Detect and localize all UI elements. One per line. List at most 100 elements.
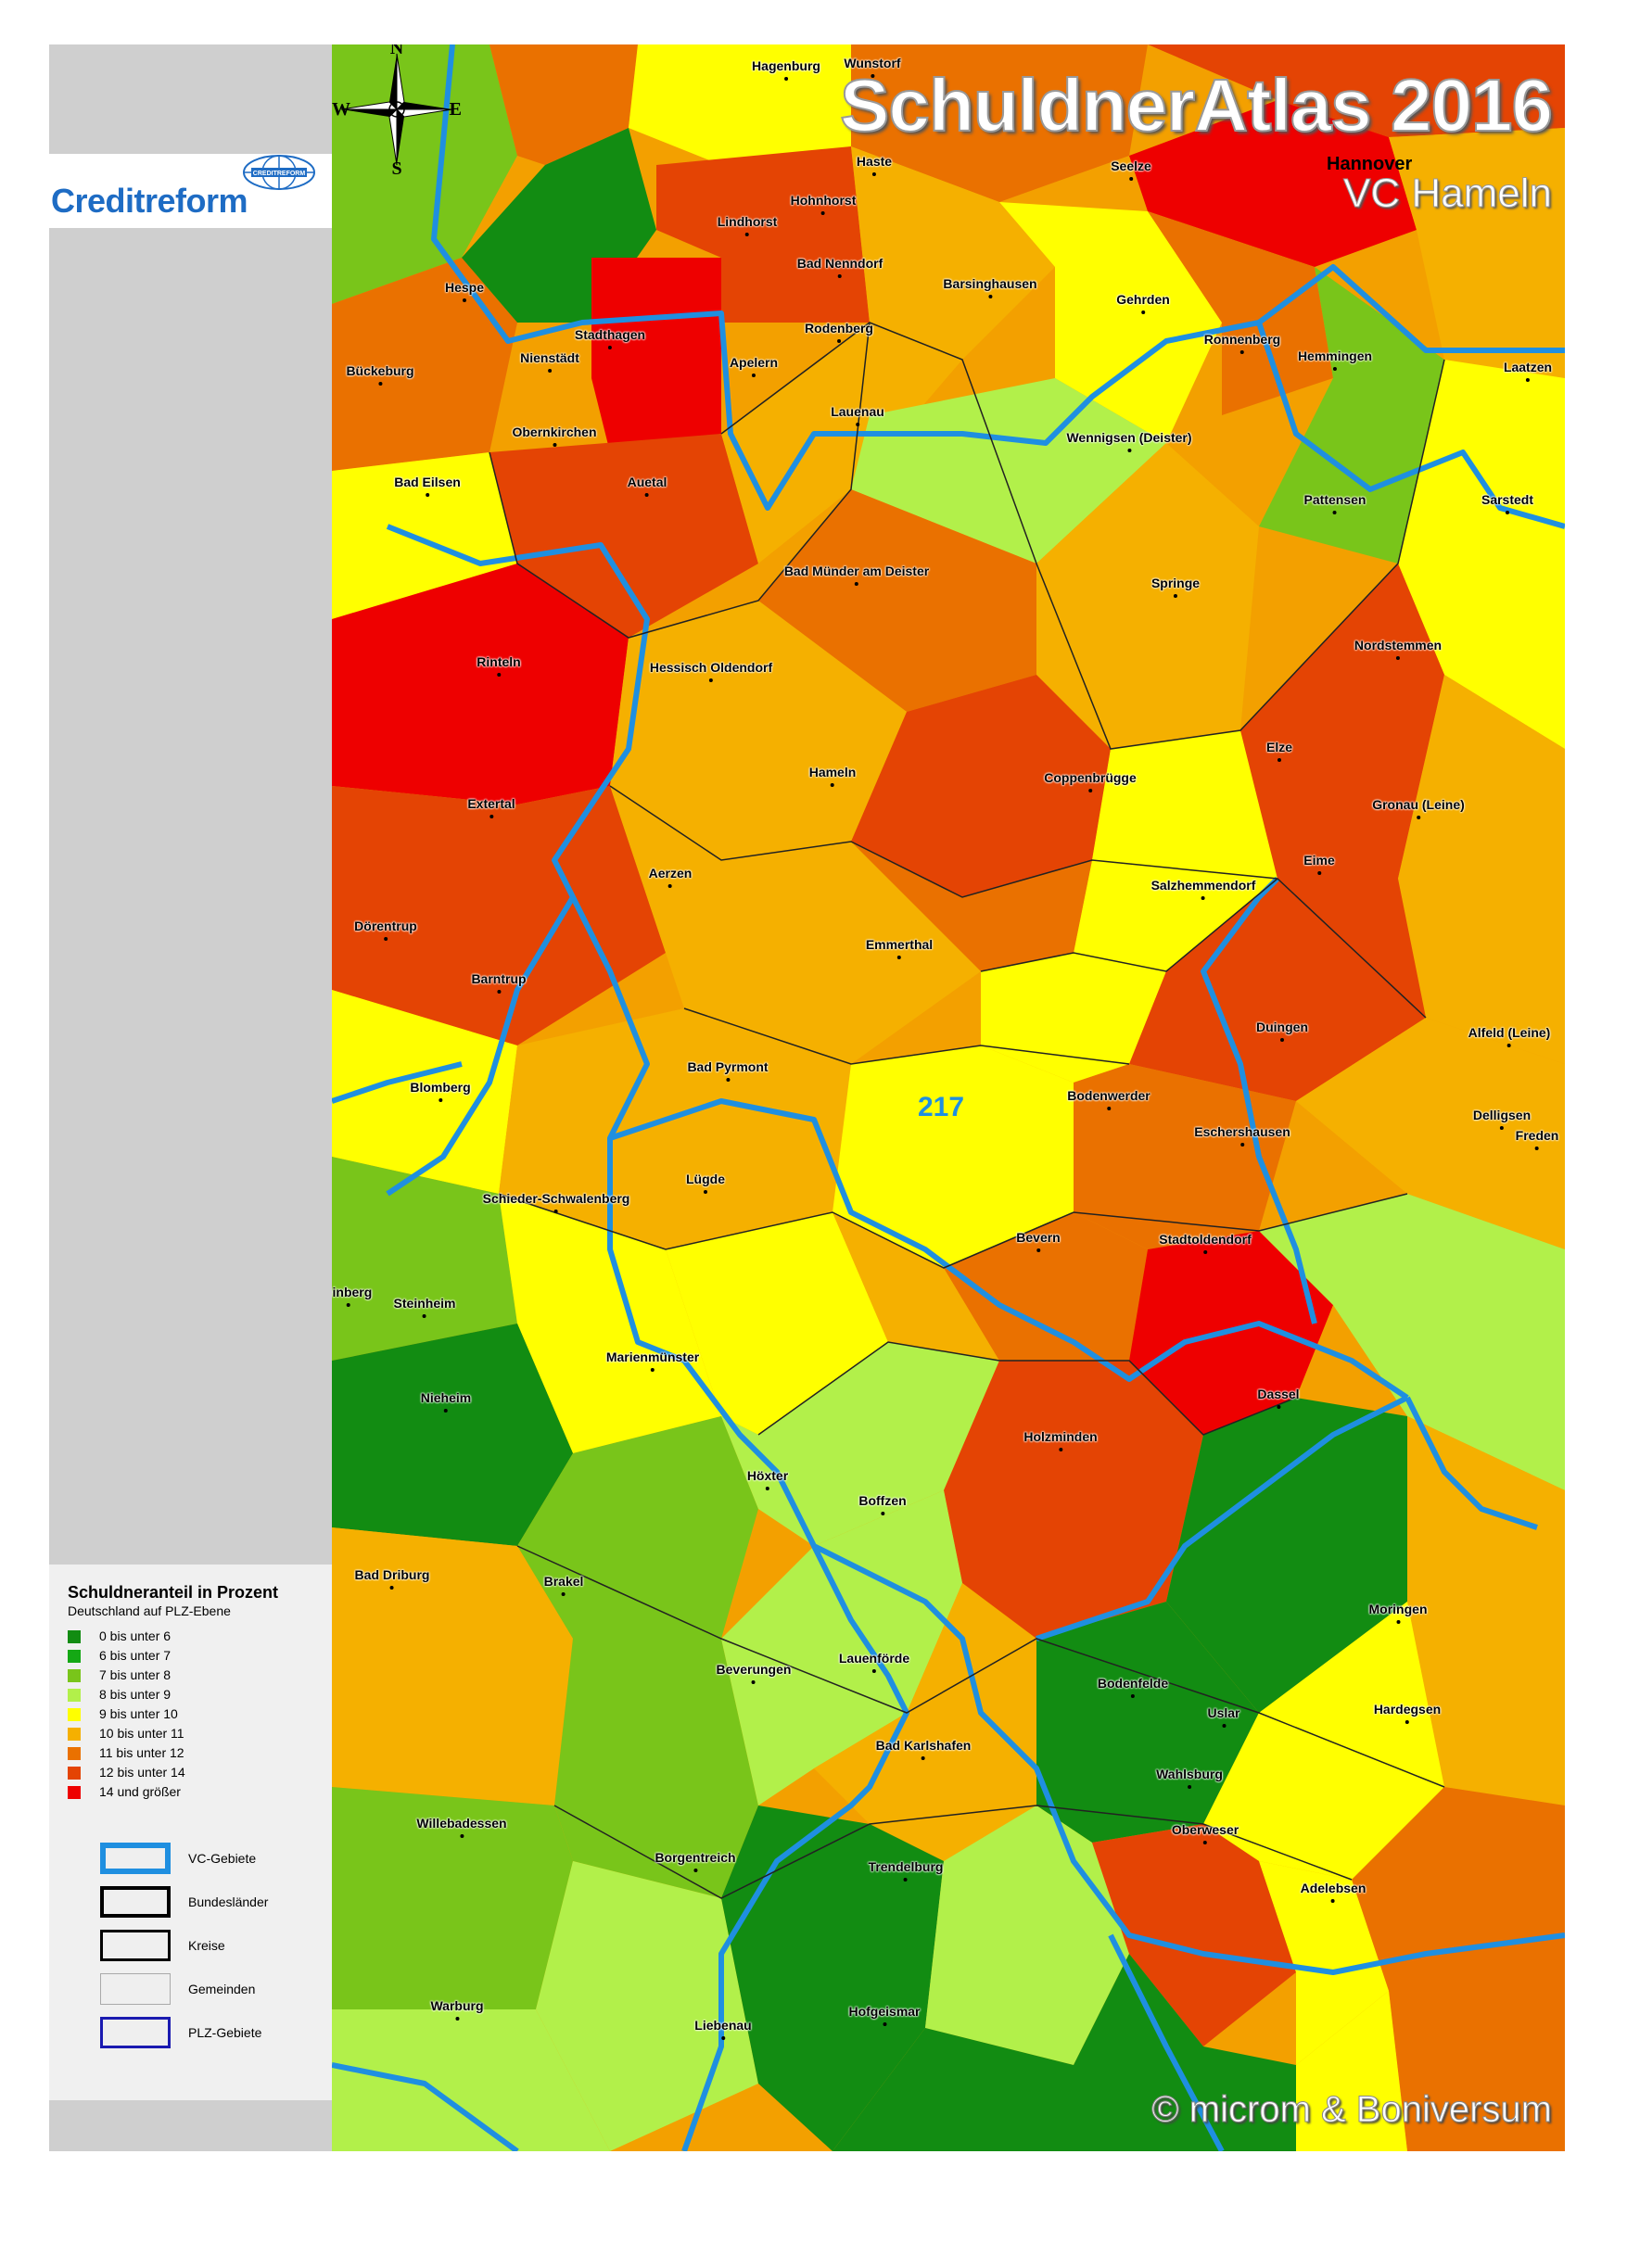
legend-swatch [68,1728,81,1741]
place-label: Lügde [686,1172,725,1194]
place-label: Bad Nenndorf [796,256,883,278]
legend-boundary-label: Kreise [188,1938,225,1953]
legend-swatch [68,1630,81,1643]
place-label: Barsinghausen [943,276,1037,298]
place-label: Obernkirchen [512,424,597,447]
place-label: Haste [856,154,893,176]
place-label: Delligsen [1472,1108,1532,1130]
legend-class-label: 8 bis unter 9 [99,1687,172,1702]
place-label: Rinteln [477,654,521,677]
place-label: Bad Eilsen [394,475,461,497]
legend-swatch [68,1786,81,1799]
legend-swatch [68,1650,81,1663]
place-label: Sarstedt [1481,492,1534,514]
place-label: Extertal [467,796,515,818]
place-label: Hessisch Oldendorf [649,660,773,682]
place-label: Steinheim [393,1296,456,1318]
legend-class-label: 6 bis unter 7 [99,1648,172,1663]
place-label: Holzminden [1023,1429,1098,1451]
place-label: Rodenberg [805,321,873,343]
compass-south: S [391,158,401,174]
place-label: Auetal [627,475,667,497]
region-patches [332,44,1565,2151]
place-label: Hagenburg [752,58,820,81]
place-label: Laatzen [1503,360,1553,382]
place-label: Brakel [543,1574,584,1596]
legend-swatch [68,1767,81,1780]
vc-area-number: 217 [918,1092,965,1122]
legend-boundary-swatch [100,1886,171,1918]
legend-class-label: 7 bis unter 8 [99,1667,172,1682]
compass-west: W [332,99,350,120]
legend-boundary-swatch [100,1973,171,2005]
place-label: Lauenau [831,404,884,426]
legend-class-label: 10 bis unter 11 [99,1726,184,1741]
place-label: Alfeld (Leine) [1468,1025,1551,1047]
place-label: Nieheim [420,1390,472,1413]
globe-text: CREDITREFORM [253,171,306,177]
place-label: Gronau (Leine) [1372,797,1465,819]
globe-icon: CREDITREFORM [243,155,315,190]
place-label: Duingen [1256,1020,1308,1042]
place-label: Hardegsen [1373,1702,1442,1724]
district-boundaries [489,322,1445,1899]
place-label: Liebenau [694,2018,752,2040]
place-label: Oberweser [1171,1822,1239,1844]
place-label: Bad Driburg [354,1567,430,1590]
place-label: Gehrden [1116,292,1170,314]
place-label: Apelern [729,355,779,377]
place-label: Aerzen [648,866,693,888]
legend-class-label: 0 bis unter 6 [99,1628,172,1643]
place-label: Nordstemmen [1354,638,1443,660]
map-regions [332,44,1565,2151]
compass-east: E [450,99,462,120]
copyright-notice: © microm & Boniversum [1151,2089,1553,2131]
place-label: Willebadessen [416,1816,507,1838]
place-label: Lauenförde [838,1651,910,1673]
place-label: Seelze [1111,158,1151,181]
place-label: Eime [1303,853,1335,875]
legend-subtitle: Deutschland auf PLZ-Ebene [68,1603,231,1618]
place-label: Warburg [430,1998,484,2021]
place-label: Wahlsburg [1156,1767,1223,1789]
place-label: Hameln [808,765,857,787]
legend-swatch [68,1689,81,1702]
compass-rose-icon: N S E W [332,44,462,174]
place-label: Springe [1150,576,1201,598]
place-label: Bodenwerder [1067,1088,1150,1110]
legend-boundary-label: Bundesländer [188,1894,269,1909]
place-label: Dassel [1257,1387,1300,1409]
place-label: Bad Karlshafen [875,1738,972,1760]
legend-boundary-label: Gemeinden [188,1982,256,1996]
map-subtitle: VC Hameln [1343,171,1553,217]
compass-north: N [390,44,404,58]
map-title: SchuldnerAtlas 2016 [839,63,1554,147]
legend-title: Schuldneranteil in Prozent [68,1583,279,1602]
brand-name: Creditreform [51,182,248,220]
legend-boundary-swatch [100,1843,171,1874]
legend-boundary-swatch [100,2017,171,2048]
place-label: Borgentreich [655,1850,736,1872]
legend: Schuldneranteil in Prozent Deutschland a… [49,1565,332,2100]
place-label: Wunstorf [844,56,901,78]
vc-boundaries [332,44,1565,2151]
place-label: Salzhemmendorf [1150,878,1256,900]
place-label: Hemmingen [1297,348,1373,371]
place-label: Bad Pyrmont [687,1059,769,1082]
legend-swatch [68,1747,81,1760]
place-label: Bückeburg [346,363,414,386]
place-label: Stadtoldendorf [1159,1232,1252,1254]
place-label: Nienstädt [520,350,579,373]
place-label: Bad Münder am Deister [783,564,930,586]
choropleth-map: Hagenburg Wunstorf Haste Seelze Hohnhorst Lin… [332,44,1565,2151]
place-label: Lindhorst [717,214,778,236]
legend-class-label: 12 bis unter 14 [99,1765,185,1780]
place-label: Hohnhorst [790,193,857,215]
place-label: Beverungen [716,1662,792,1684]
place-label: Adelebsen [1300,1881,1366,1903]
place-label: Wennigsen (Deister) [1066,430,1192,452]
legend-class-label: 9 bis unter 10 [99,1706,178,1721]
place-label: Bevern [1016,1230,1061,1252]
legend-class-label: 11 bis unter 12 [99,1745,184,1760]
legend-swatch [68,1708,81,1721]
